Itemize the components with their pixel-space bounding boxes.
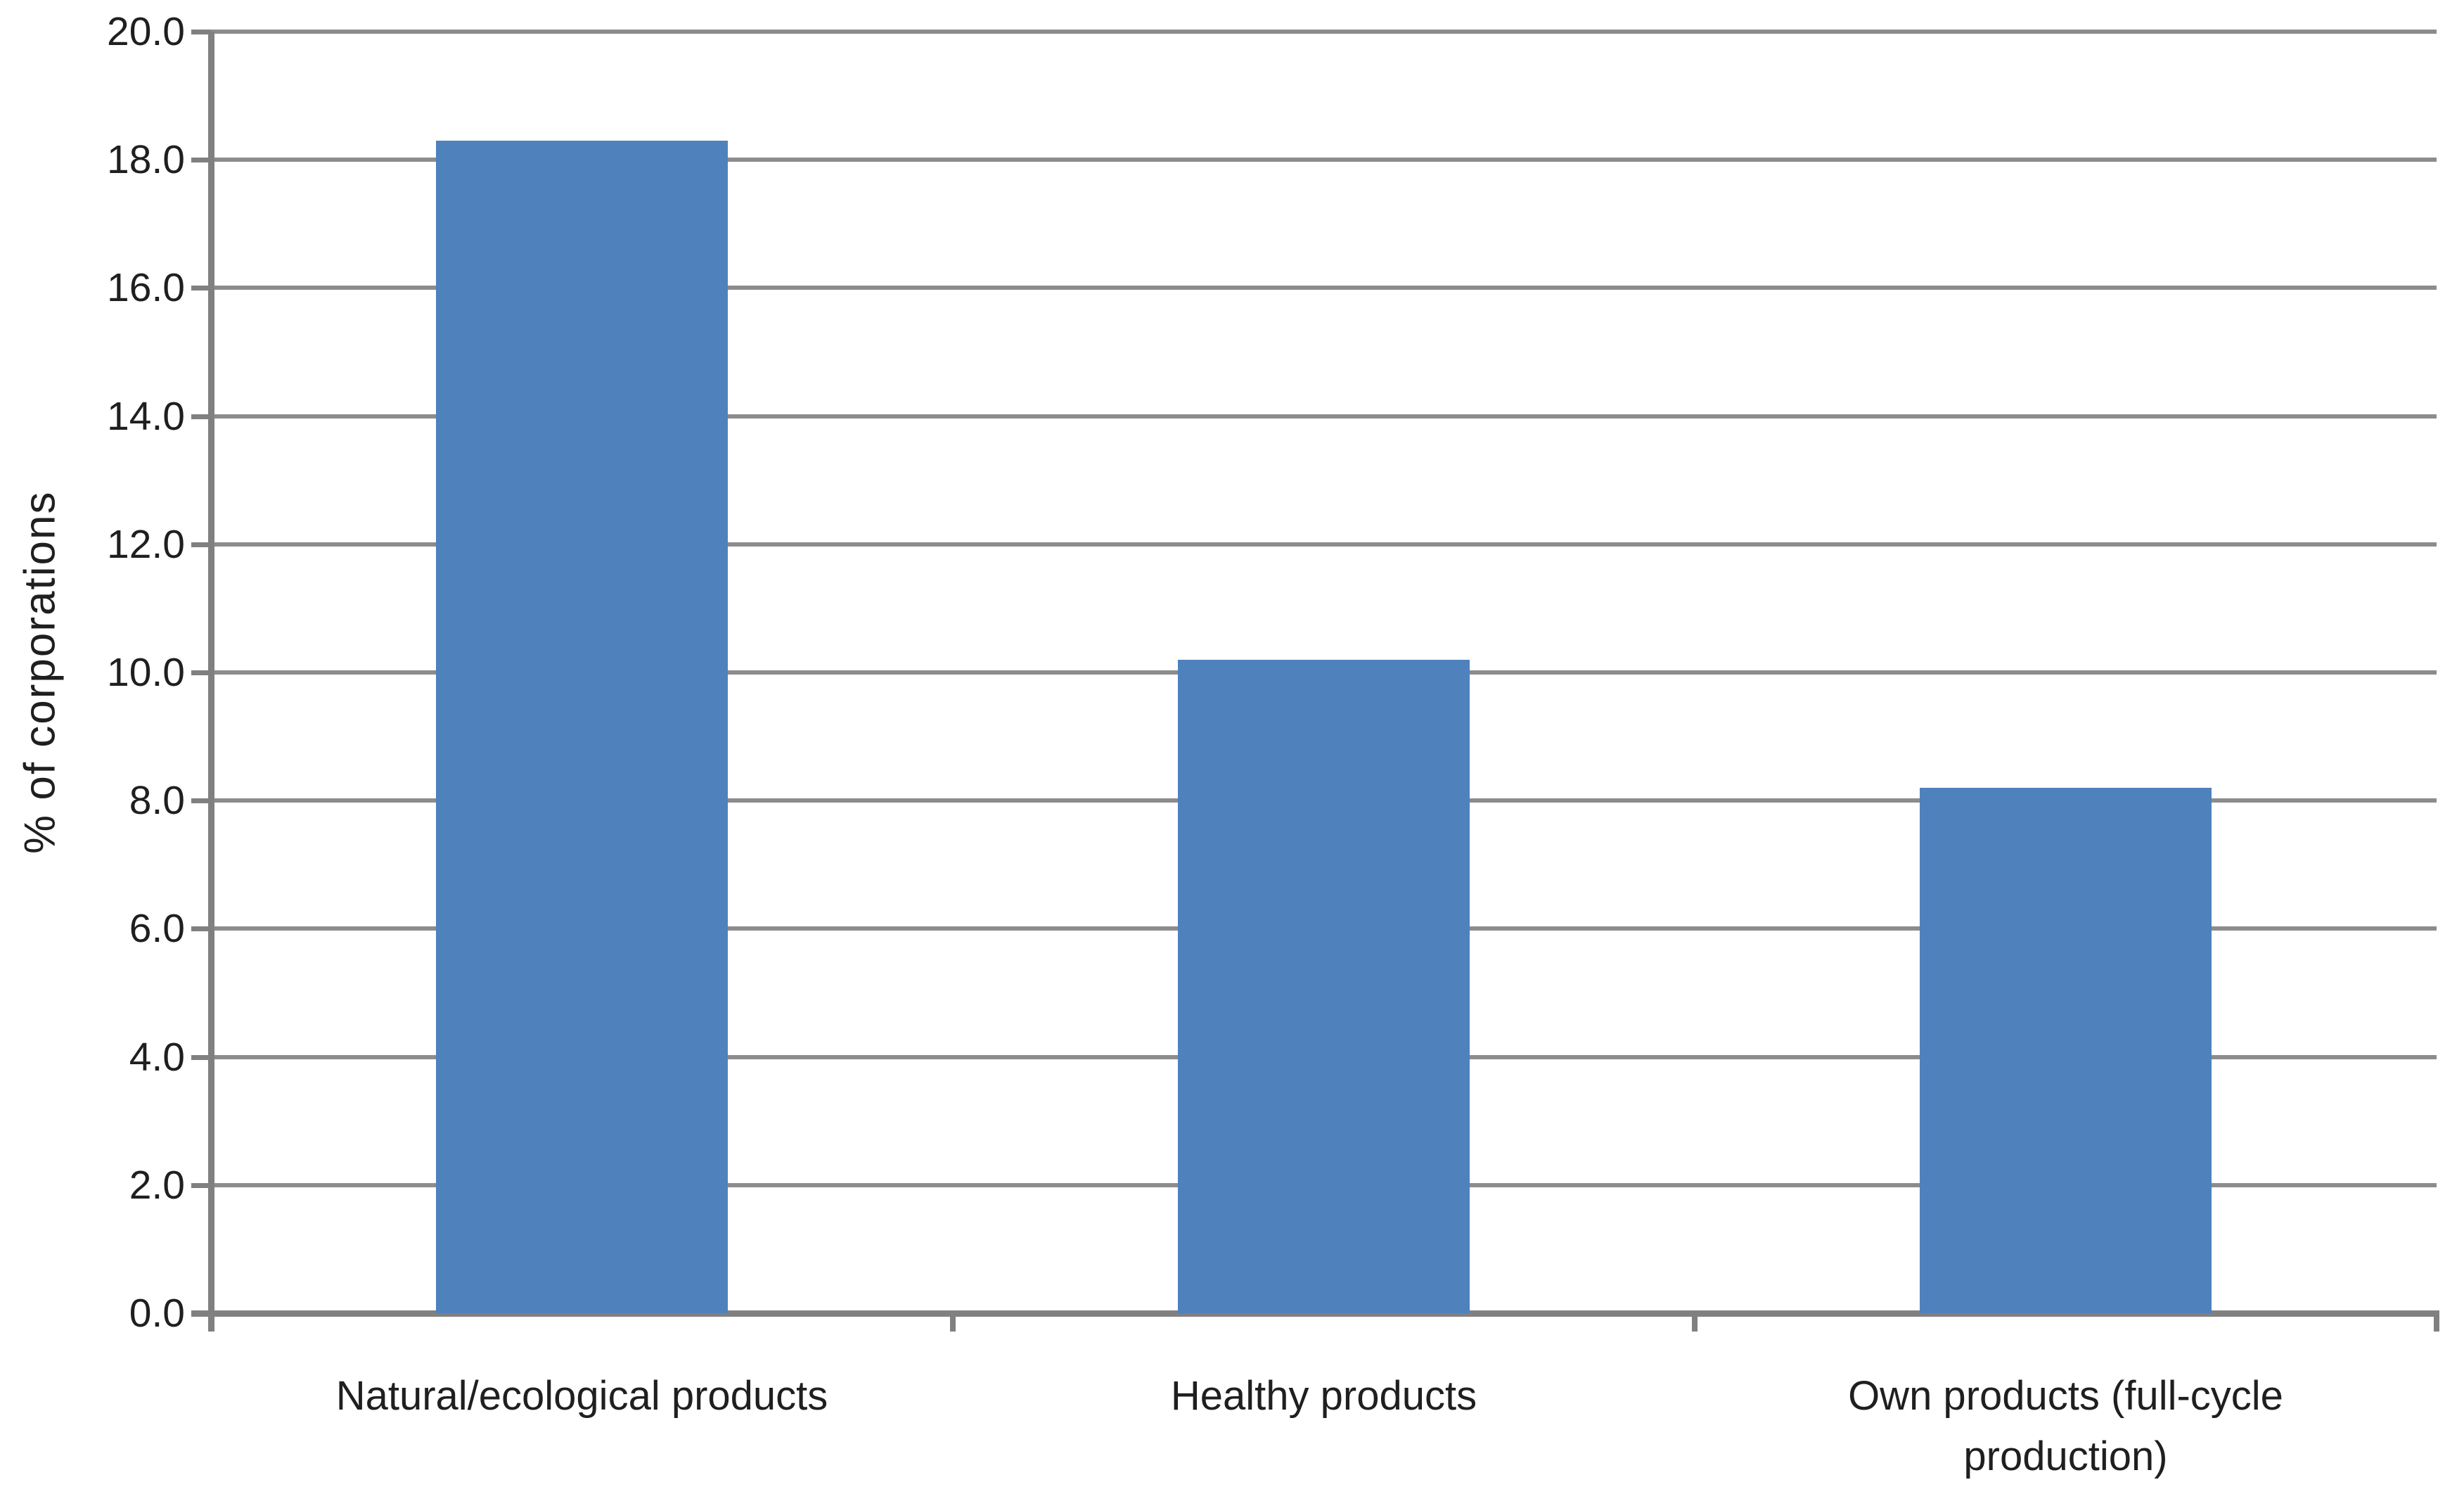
gridline [211, 30, 2437, 34]
x-axis-tick [1692, 1310, 1698, 1332]
y-tick-label: 12.0 [107, 521, 185, 567]
y-axis-tick [191, 798, 211, 804]
gridline [211, 542, 2437, 547]
y-tick-label: 10.0 [107, 650, 185, 695]
y-tick-label: 18.0 [107, 137, 185, 183]
y-tick-label: 16.0 [107, 265, 185, 311]
x-axis-category-labels: Natural/ecological products Healthy produ… [211, 1366, 2437, 1494]
y-axis-tick [191, 926, 211, 932]
y-axis-tick [191, 30, 211, 34]
x-category-label: Natural/ecological products [335, 1373, 828, 1419]
y-axis-tick [191, 286, 211, 291]
gridline [211, 158, 2437, 162]
y-axis-tick [191, 414, 211, 419]
y-tick-label: 4.0 [129, 1034, 185, 1080]
y-axis-tick [191, 158, 211, 163]
gridline [211, 286, 2437, 290]
y-axis-line [208, 32, 214, 1332]
y-axis-tick [191, 1054, 211, 1060]
x-axis-line [191, 1310, 2437, 1317]
plot-area [191, 30, 2439, 1332]
x-axis-tick [950, 1310, 956, 1332]
y-tick-label: 2.0 [129, 1162, 185, 1208]
gridline [211, 414, 2437, 419]
y-axis-tick [191, 1182, 211, 1188]
y-tick-label: 14.0 [107, 393, 185, 439]
x-category-label: Healthy products [1170, 1373, 1477, 1419]
y-axis-tick [191, 542, 211, 547]
y-tick-label: 8.0 [129, 778, 185, 824]
x-axis-tick [2434, 1310, 2439, 1332]
bar [436, 140, 728, 1313]
y-axis-tick-labels: 0.0 2.0 4.0 6.0 8.0 10.0 12.0 14.0 16.0 18.0 20.0 [0, 9, 185, 1336]
bar [1920, 787, 2212, 1313]
x-category-label: Own products (full-cycle production) [1848, 1373, 2283, 1479]
y-axis-tick [191, 670, 211, 675]
y-tick-label: 0.0 [129, 1291, 185, 1336]
y-tick-label: 20.0 [107, 9, 185, 54]
y-tick-label: 6.0 [129, 906, 185, 952]
bar [1178, 659, 1470, 1313]
